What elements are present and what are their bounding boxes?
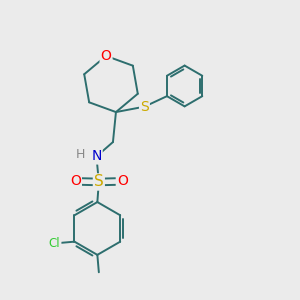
Text: N: N xyxy=(91,149,102,164)
Text: S: S xyxy=(140,100,149,114)
Text: O: O xyxy=(117,174,128,188)
Text: Cl: Cl xyxy=(49,237,61,250)
Text: O: O xyxy=(70,174,81,188)
Text: O: O xyxy=(100,49,112,63)
Text: H: H xyxy=(75,148,85,161)
Text: S: S xyxy=(94,175,104,190)
